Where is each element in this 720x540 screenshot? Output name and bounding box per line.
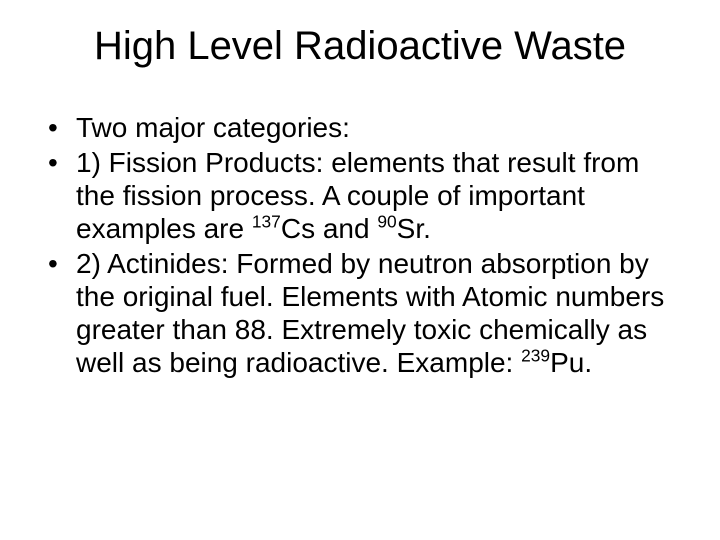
bullet-list: Two major categories:1) Fission Products… [40,111,680,379]
slide-title: High Level Radioactive Waste [40,24,680,69]
slide: High Level Radioactive Waste Two major c… [0,0,720,540]
bullet-item: 1) Fission Products: elements that resul… [46,146,680,245]
isotope-superscript: 90 [377,212,396,232]
bullet-item: Two major categories: [46,111,680,144]
isotope-superscript: 239 [521,346,550,366]
isotope-superscript: 137 [252,212,281,232]
bullet-item: 2) Actinides: Formed by neutron absorpti… [46,247,680,379]
